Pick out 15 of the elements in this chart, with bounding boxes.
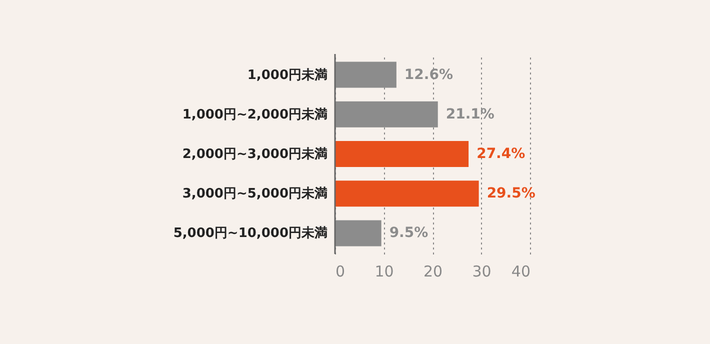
x-tick-label: 0: [336, 262, 346, 280]
y-tick-label: 2,000円~3,000円未満: [182, 147, 328, 162]
y-tick-label: 1,000円~2,000円未満: [182, 107, 328, 122]
x-tick-label: 20: [423, 262, 443, 280]
x-tick-label: 30: [472, 262, 492, 280]
data-label: 12.6%: [404, 66, 454, 83]
data-label: 27.4%: [476, 146, 526, 162]
y-tick-label: 3,000円~5,000円未満: [182, 186, 328, 202]
x-tick-label: 40: [511, 262, 530, 280]
y-tick-label: 1,000円未満: [247, 68, 328, 83]
y-tick-label: 5,000円~10,000円未満: [173, 226, 328, 242]
data-label: 21.1%: [446, 106, 494, 122]
x-tick-label: 10: [374, 262, 394, 280]
data-label: 9.5%: [389, 225, 428, 242]
data-label: 29.5%: [486, 186, 536, 202]
